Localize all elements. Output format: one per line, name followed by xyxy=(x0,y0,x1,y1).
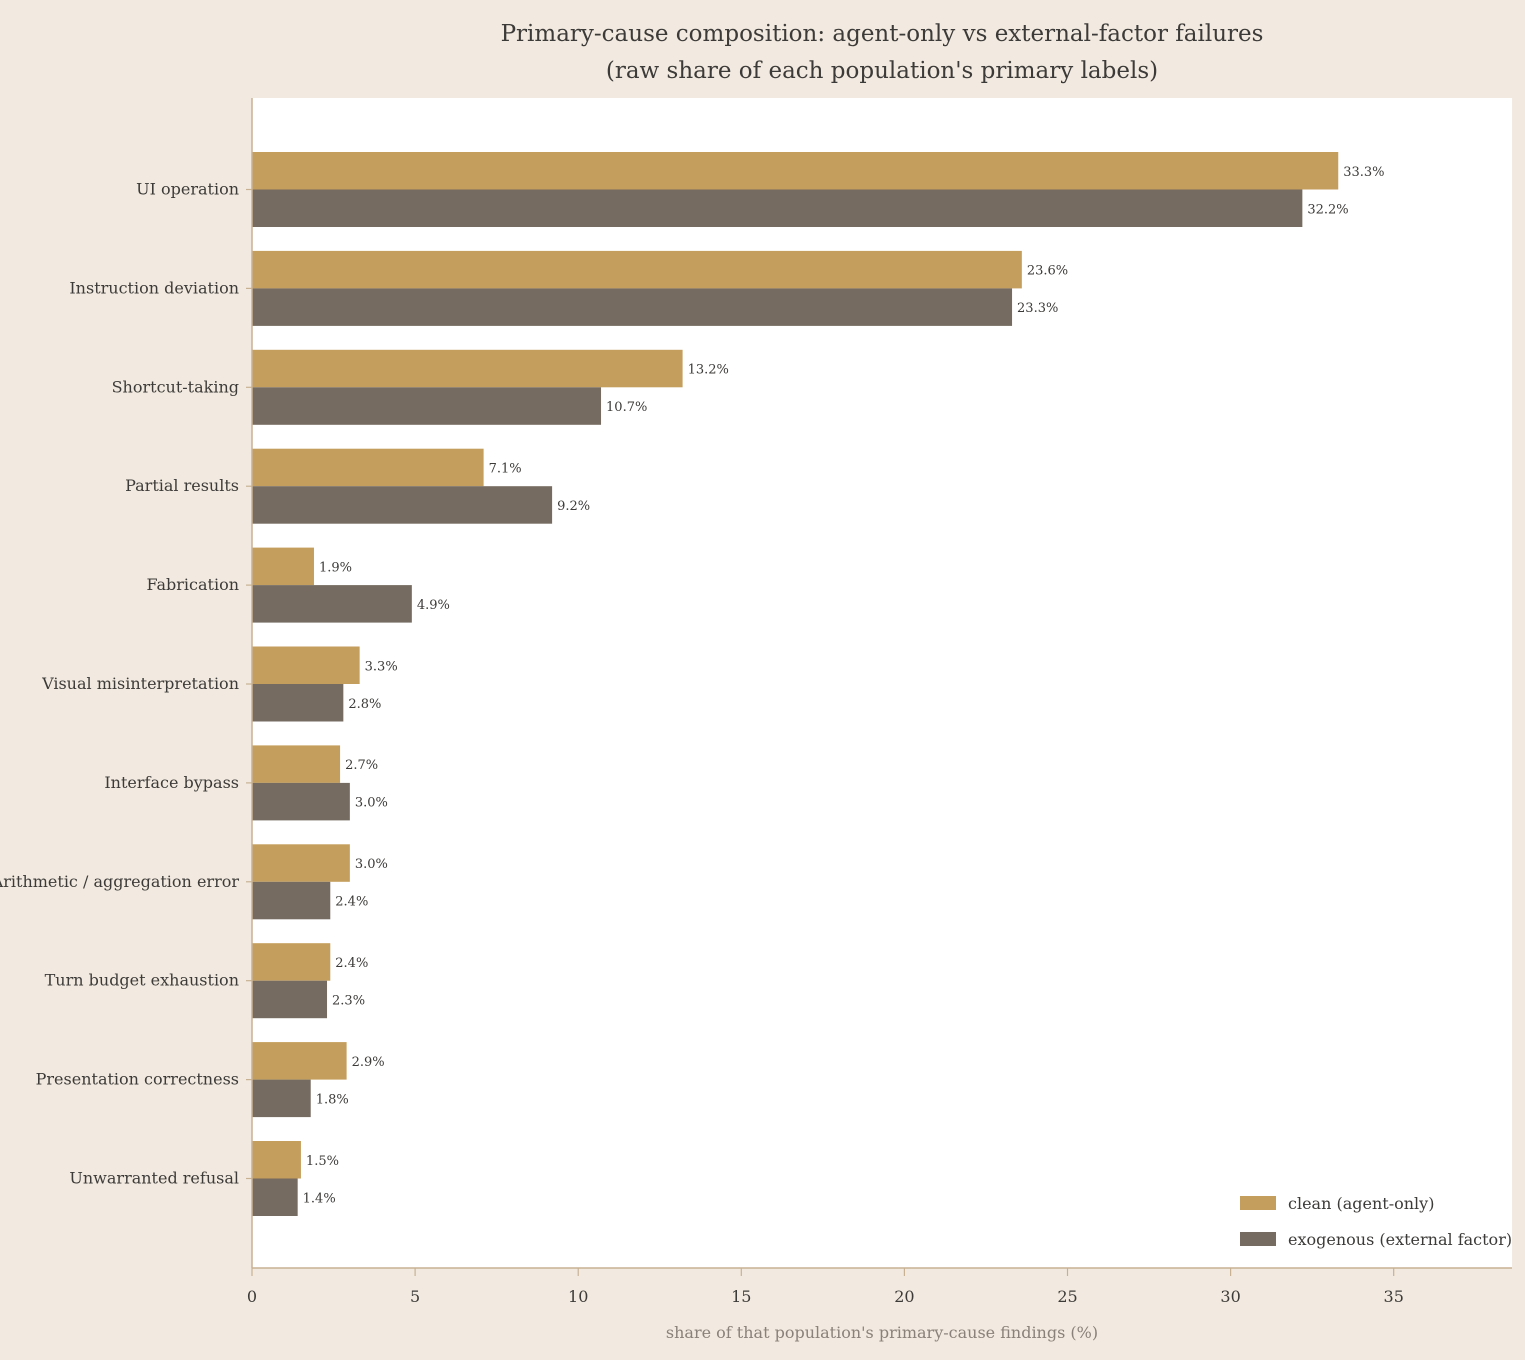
x-tick-label: 10 xyxy=(568,1287,588,1306)
bar-clean xyxy=(252,448,484,487)
bar-exogenous xyxy=(252,1178,298,1216)
category-label: Interface bypass xyxy=(104,773,239,792)
x-tick-label: 30 xyxy=(1220,1287,1240,1306)
value-label: 10.7% xyxy=(606,400,647,415)
bar-clean xyxy=(252,547,314,586)
value-label: 1.4% xyxy=(303,1191,336,1206)
x-axis-title: share of that population's primary-cause… xyxy=(666,1323,1098,1342)
bar-clean xyxy=(252,745,341,783)
chart-subtitle: (raw share of each population's primary … xyxy=(606,58,1158,84)
value-label: 1.8% xyxy=(316,1092,349,1107)
x-tick-label: 15 xyxy=(731,1287,751,1306)
category-label: Fabrication xyxy=(146,575,239,594)
category-label: Shortcut-taking xyxy=(112,377,239,396)
value-label: 2.4% xyxy=(335,956,368,971)
category-label: UI operation xyxy=(136,180,239,199)
category-label: Arithmetic / aggregation error xyxy=(0,872,239,891)
bar-clean xyxy=(252,349,683,388)
chart-title: Primary-cause composition: agent-only vs… xyxy=(501,21,1264,47)
value-label: 3.0% xyxy=(355,796,388,811)
value-label: 3.3% xyxy=(365,659,398,674)
legend-label-exogenous: exogenous (external factor) xyxy=(1288,1230,1512,1249)
x-tick-label: 0 xyxy=(247,1287,257,1306)
value-labels-layer: 33.3% 32.2% 23.6% 23.3% 13.2% 10.7% 7.1% 9.2% 1.… xyxy=(303,165,1385,1207)
value-label: 2.9% xyxy=(352,1055,385,1070)
bar-exogenous xyxy=(252,782,350,821)
value-label: 1.5% xyxy=(306,1154,339,1169)
category-label: Turn budget exhaustion xyxy=(45,971,239,990)
value-label: 7.1% xyxy=(489,461,522,476)
legend-label-clean: clean (agent-only) xyxy=(1288,1194,1434,1213)
category-label: Instruction deviation xyxy=(69,278,239,297)
x-ticks-layer: 0 5 10 15 20 25 30 35 xyxy=(247,1268,1404,1306)
bar-exogenous xyxy=(252,387,602,425)
x-tick-label: 25 xyxy=(1057,1287,1077,1306)
bar-exogenous xyxy=(252,881,331,920)
category-label: Partial results xyxy=(125,476,239,495)
bar-clean xyxy=(252,1042,347,1080)
bar-clean xyxy=(252,152,1339,190)
bar-exogenous xyxy=(252,684,344,722)
x-tick-label: 5 xyxy=(410,1287,420,1306)
legend-swatch-clean xyxy=(1240,1196,1276,1210)
value-label: 4.9% xyxy=(417,598,450,613)
value-label: 2.8% xyxy=(348,697,381,712)
bar-exogenous xyxy=(252,980,328,1019)
legend-swatch-exogenous xyxy=(1240,1232,1276,1246)
bar-exogenous xyxy=(252,1079,311,1118)
value-label: 9.2% xyxy=(557,499,590,514)
value-label: 1.9% xyxy=(319,560,352,575)
x-tick-label: 35 xyxy=(1384,1287,1404,1306)
bar-exogenous xyxy=(252,486,553,524)
bar-clean xyxy=(252,943,331,981)
value-label: 23.3% xyxy=(1017,301,1058,316)
bar-clean xyxy=(252,646,360,684)
bars-layer xyxy=(252,152,1339,1216)
value-label: 2.4% xyxy=(335,895,368,910)
value-label: 3.0% xyxy=(355,857,388,872)
bar-exogenous xyxy=(252,288,1013,326)
x-tick-label: 20 xyxy=(894,1287,914,1306)
value-label: 13.2% xyxy=(688,363,729,378)
bar-exogenous xyxy=(252,585,412,623)
category-labels-layer: UI operation Instruction deviation Shortcu… xyxy=(0,180,252,1188)
value-label: 2.7% xyxy=(345,758,378,773)
value-label: 2.3% xyxy=(332,993,365,1008)
value-label: 33.3% xyxy=(1343,165,1384,180)
category-label: Visual misinterpretation xyxy=(41,674,239,693)
category-label: Unwarranted refusal xyxy=(69,1169,239,1188)
bar-clean xyxy=(252,844,350,882)
bar-exogenous xyxy=(252,189,1303,227)
category-label: Presentation correctness xyxy=(36,1070,239,1089)
bar-clean xyxy=(252,250,1022,289)
value-label: 32.2% xyxy=(1307,202,1348,217)
legend: clean (agent-only) exogenous (external f… xyxy=(1240,1194,1512,1249)
value-label: 23.6% xyxy=(1027,264,1068,279)
bar-clean xyxy=(252,1141,301,1179)
